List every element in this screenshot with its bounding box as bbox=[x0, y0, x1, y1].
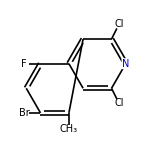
Text: F: F bbox=[21, 59, 27, 69]
Text: Br: Br bbox=[19, 108, 29, 118]
Text: CH₃: CH₃ bbox=[60, 124, 78, 134]
Text: Cl: Cl bbox=[114, 98, 124, 108]
Text: Cl: Cl bbox=[114, 19, 124, 29]
Text: N: N bbox=[122, 59, 129, 69]
